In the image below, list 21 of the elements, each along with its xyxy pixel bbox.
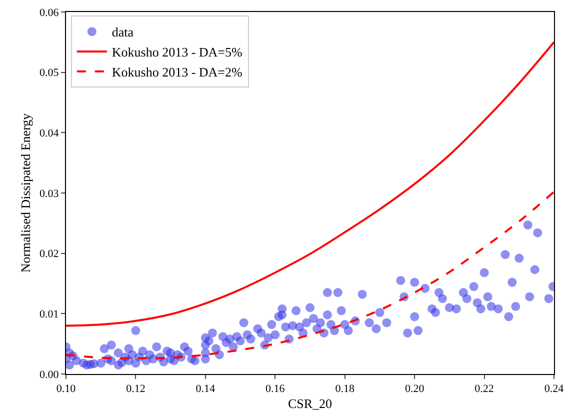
y-tick-label: 0.03: [40, 188, 60, 200]
x-tick-label: 0.20: [404, 383, 425, 396]
x-axis-title: CSR_20: [288, 396, 332, 411]
y-tick-label: 0.00: [40, 368, 60, 381]
y-tick-label: 0.05: [40, 67, 60, 80]
y-tick-label: 0.06: [40, 6, 60, 19]
y-tick-label: 0.01: [40, 308, 59, 321]
x-tick-label: 0.18: [335, 383, 355, 396]
x-tick-label: 0.14: [196, 383, 216, 396]
x-tick-label: 0.12: [126, 383, 146, 396]
y-axis-title: Normalised Dissipated Energy: [18, 112, 33, 273]
y-tick-label: 0.04: [40, 128, 60, 140]
y-tick-label: 0.02: [40, 248, 59, 260]
x-tick-label: 0.10: [56, 383, 76, 396]
x-tick-label: 0.24: [544, 383, 564, 396]
x-tick-label: 0.16: [266, 383, 286, 396]
line-series: [66, 41, 554, 327]
legend-label: Kokusho 2013 - DA=5%: [112, 44, 243, 60]
legend-label: Kokusho 2013 - DA=2%: [112, 64, 243, 80]
x-tick-label: 0.22: [474, 383, 494, 396]
legend-label: data: [112, 24, 134, 40]
